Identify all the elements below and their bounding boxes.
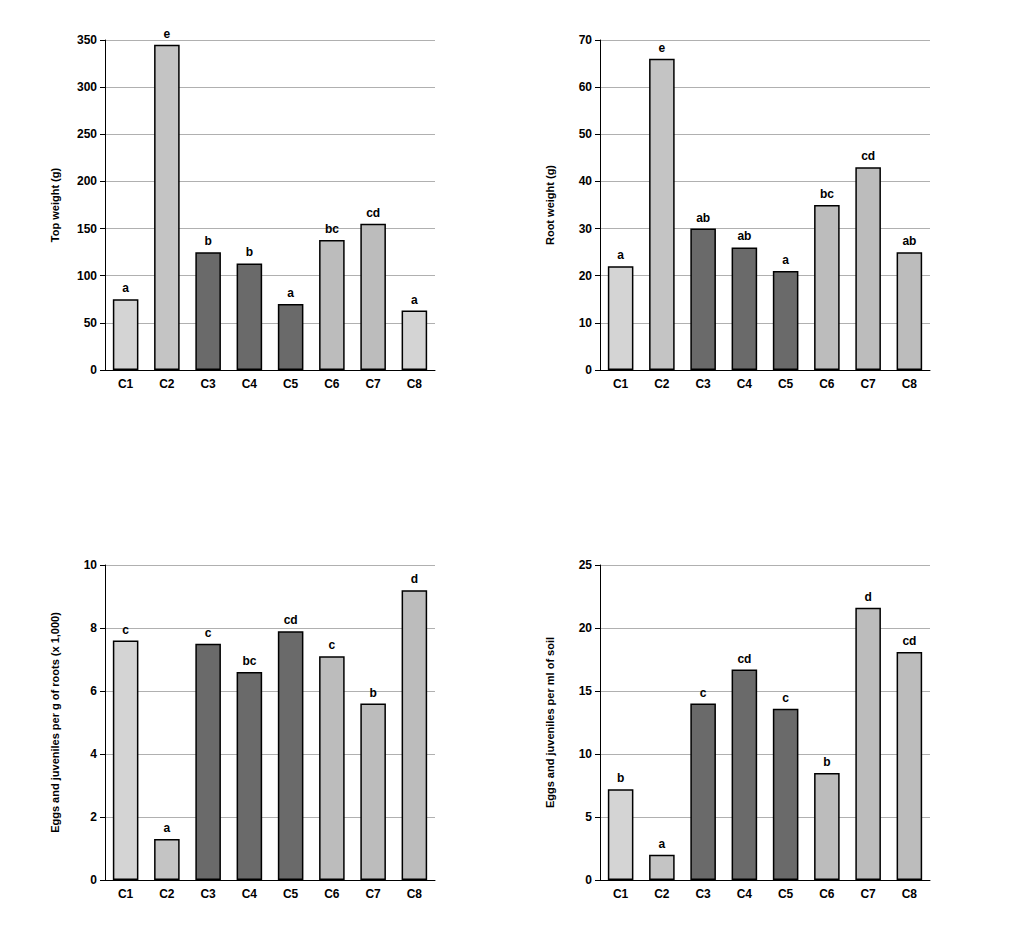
svg-text:cd: cd (902, 634, 916, 648)
svg-text:150: 150 (77, 222, 97, 236)
svg-text:40: 40 (579, 174, 593, 188)
svg-text:350: 350 (77, 33, 97, 47)
svg-text:C2: C2 (654, 887, 670, 901)
svg-text:C6: C6 (324, 377, 340, 391)
svg-text:C7: C7 (860, 377, 876, 391)
svg-text:e: e (659, 41, 666, 55)
svg-text:0: 0 (90, 873, 97, 887)
svg-text:c: c (700, 686, 707, 700)
svg-text:C4: C4 (242, 887, 258, 901)
svg-text:C4: C4 (242, 377, 258, 391)
svg-text:15: 15 (579, 684, 593, 698)
svg-text:C3: C3 (200, 377, 216, 391)
svg-text:20: 20 (579, 621, 593, 635)
svg-text:30: 30 (579, 222, 593, 236)
svg-text:20: 20 (579, 269, 593, 283)
svg-text:cd: cd (366, 206, 380, 220)
svg-text:c: c (205, 626, 212, 640)
svg-text:b: b (369, 686, 376, 700)
svg-text:4: 4 (90, 747, 97, 761)
svg-text:bc: bc (242, 654, 256, 668)
svg-text:0: 0 (90, 363, 97, 377)
svg-text:C4: C4 (737, 377, 753, 391)
svg-text:C2: C2 (654, 377, 670, 391)
svg-text:b: b (246, 245, 253, 259)
svg-text:d: d (411, 572, 418, 586)
svg-text:bc: bc (325, 222, 339, 236)
svg-text:C8: C8 (902, 377, 918, 391)
svg-text:8: 8 (90, 621, 97, 635)
svg-text:ab: ab (737, 229, 751, 243)
svg-text:10: 10 (579, 316, 593, 330)
svg-text:C6: C6 (819, 887, 835, 901)
svg-text:a: a (617, 248, 624, 262)
svg-text:bc: bc (820, 187, 834, 201)
svg-text:a: a (122, 281, 129, 295)
svg-text:C7: C7 (860, 887, 876, 901)
svg-text:Root weight (g): Root weight (g) (544, 165, 556, 245)
svg-text:2: 2 (90, 810, 97, 824)
svg-text:C3: C3 (200, 887, 216, 901)
svg-text:70: 70 (579, 33, 593, 47)
svg-text:b: b (823, 755, 830, 769)
svg-text:C8: C8 (407, 377, 423, 391)
svg-text:10: 10 (579, 747, 593, 761)
svg-text:C5: C5 (778, 377, 794, 391)
svg-text:C6: C6 (324, 887, 340, 901)
svg-text:a: a (164, 821, 171, 835)
svg-text:b: b (617, 771, 624, 785)
svg-text:Eggs and juveniles per g of ro: Eggs and juveniles per g of roots (x 1,0… (49, 612, 61, 833)
svg-text:300: 300 (77, 80, 97, 94)
svg-text:50: 50 (579, 127, 593, 141)
svg-text:60: 60 (579, 80, 593, 94)
svg-text:C7: C7 (365, 887, 381, 901)
svg-text:cd: cd (861, 149, 875, 163)
svg-text:C1: C1 (118, 887, 134, 901)
svg-text:25: 25 (579, 558, 593, 572)
svg-text:C4: C4 (737, 887, 753, 901)
svg-text:C1: C1 (613, 887, 629, 901)
svg-text:C8: C8 (407, 887, 423, 901)
svg-text:50: 50 (84, 316, 98, 330)
svg-text:d: d (864, 590, 871, 604)
svg-text:a: a (411, 293, 418, 307)
svg-text:C8: C8 (902, 887, 918, 901)
svg-text:100: 100 (77, 269, 97, 283)
svg-text:C6: C6 (819, 377, 835, 391)
svg-text:C5: C5 (778, 887, 794, 901)
svg-text:0: 0 (585, 363, 592, 377)
svg-text:250: 250 (77, 127, 97, 141)
svg-text:a: a (287, 286, 294, 300)
svg-text:10: 10 (84, 558, 98, 572)
svg-text:a: a (782, 253, 789, 267)
svg-text:a: a (659, 837, 666, 851)
svg-text:e: e (164, 27, 171, 41)
svg-text:b: b (204, 234, 211, 248)
svg-text:cd: cd (737, 652, 751, 666)
svg-text:C5: C5 (283, 377, 299, 391)
svg-text:c: c (782, 691, 789, 705)
svg-text:ab: ab (902, 234, 916, 248)
svg-text:C2: C2 (159, 887, 175, 901)
svg-text:C3: C3 (695, 887, 711, 901)
svg-text:C1: C1 (118, 377, 134, 391)
svg-text:0: 0 (585, 873, 592, 887)
svg-text:200: 200 (77, 174, 97, 188)
svg-text:c: c (329, 638, 336, 652)
svg-text:Top weight (g): Top weight (g) (49, 168, 61, 243)
svg-text:Eggs and juveniles per ml of s: Eggs and juveniles per ml of soil (544, 637, 556, 808)
svg-text:6: 6 (90, 684, 97, 698)
svg-text:C7: C7 (365, 377, 381, 391)
svg-text:cd: cd (284, 613, 298, 627)
svg-text:5: 5 (585, 810, 592, 824)
svg-text:c: c (122, 623, 129, 637)
svg-text:C5: C5 (283, 887, 299, 901)
svg-text:C1: C1 (613, 377, 629, 391)
svg-text:C2: C2 (159, 377, 175, 391)
svg-text:C3: C3 (695, 377, 711, 391)
svg-text:ab: ab (696, 211, 710, 225)
